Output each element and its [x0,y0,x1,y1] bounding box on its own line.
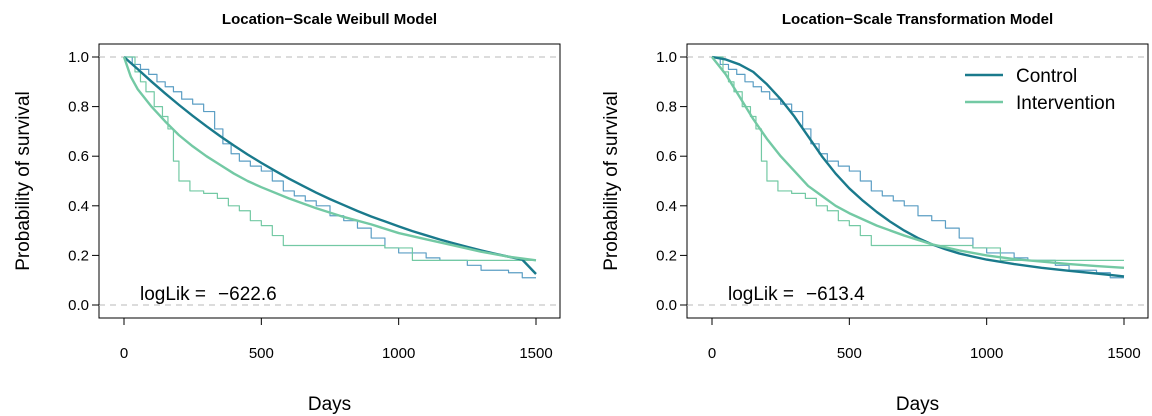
y-tick-label: 0.6 [656,148,677,165]
plot-frame [687,44,1148,318]
y-tick-label: 1.0 [68,49,89,66]
series-intervention-km-step [124,57,536,260]
y-axis-label: Probability of survival [601,91,622,271]
x-tick-label: 1500 [1107,345,1140,362]
legend-label: Intervention [1016,93,1115,114]
y-tick-label: 0.8 [68,99,89,116]
x-axis-label: Days [896,394,939,415]
y-axis-label: Probability of survival [13,91,34,271]
y-tick-label: 0.4 [656,198,677,215]
panel-weibull: Location−Scale Weibull Model 0.0 0.2 0.4 0.6… [13,11,560,415]
series-control-model-curve [124,57,536,274]
legend-label: Control [1016,66,1077,87]
y-tick-label: 0.0 [656,297,677,314]
y-tick-label: 0.2 [68,247,89,264]
chart-title: Location−Scale Transformation Model [782,11,1053,28]
x-tick-label: 1000 [382,345,415,362]
y-tick-label: 0.4 [68,198,89,215]
x-tick-label: 0 [708,345,716,362]
series-control-model-curve [712,57,1124,276]
y-tick-label: 1.0 [656,49,677,66]
plot-frame [99,44,560,318]
x-tick-label: 1000 [970,345,1003,362]
loglik-value: −622.6 [218,284,277,305]
series-control-km-step [124,57,536,278]
series-intervention-model-curve [124,57,536,260]
loglik-value: −613.4 [806,284,865,305]
loglik-label: logLik = [140,284,206,305]
y-tick-label: 0.8 [656,99,677,116]
x-tick-label: 0 [120,345,128,362]
series-intervention-model-curve [712,57,1124,268]
series-intervention-km-step [712,57,1124,260]
x-tick-label: 1500 [519,345,552,362]
y-tick-label: 0.2 [656,247,677,264]
x-axis-label: Days [308,394,351,415]
y-tick-label: 0.6 [68,148,89,165]
loglik-label: logLik = [728,284,794,305]
chart-title: Location−Scale Weibull Model [222,11,437,28]
loglik-annotation: logLik = −622.6 [140,284,277,305]
y-tick-label: 0.0 [68,297,89,314]
x-tick-label: 500 [837,345,862,362]
x-tick-label: 500 [249,345,274,362]
loglik-annotation: logLik = −613.4 [728,284,865,305]
panel-transformation: Location−Scale Transformation Model 0.0 0.… [601,11,1148,415]
